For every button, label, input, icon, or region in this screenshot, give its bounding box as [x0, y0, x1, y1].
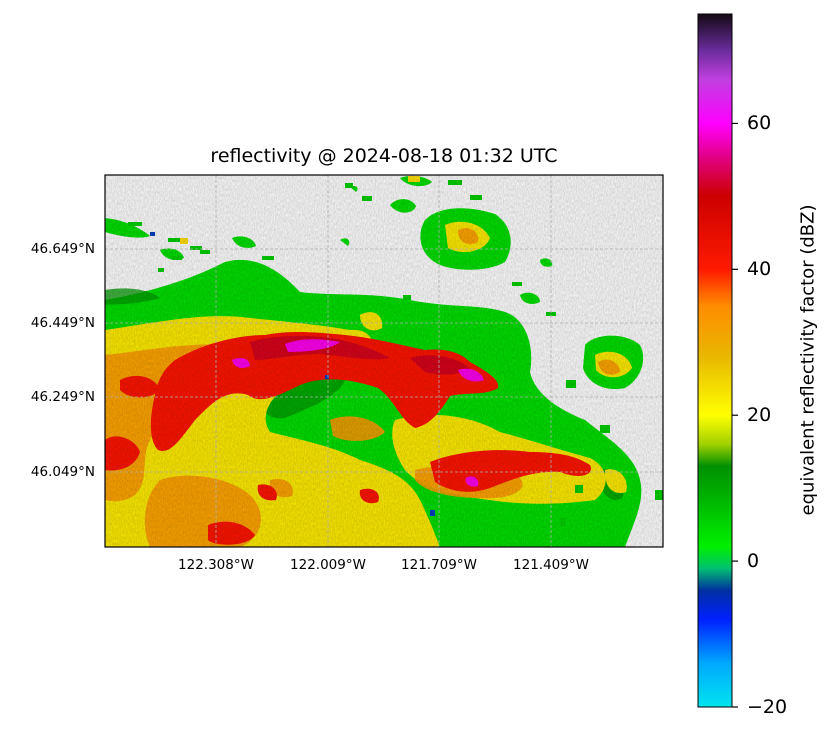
- lat-label: 46.649°N: [30, 241, 95, 257]
- colorbar-label: equivalent reflectivity factor (dBZ): [797, 204, 819, 516]
- colorbar: [697, 13, 738, 708]
- lat-label: 46.049°N: [30, 464, 95, 480]
- lat-label: 46.449°N: [30, 315, 95, 331]
- colorbar-scale: [698, 14, 732, 707]
- lon-label: 121.409°W: [513, 557, 589, 573]
- radar-map[interactable]: [104, 174, 664, 548]
- colorbar-tick-label: 60: [747, 112, 772, 135]
- colorbar-tick-label: 20: [747, 404, 772, 427]
- map-title: reflectivity @ 2024-08-18 01:32 UTC: [210, 145, 558, 167]
- colorbar-ticks: [732, 122, 738, 708]
- lat-label: 46.249°N: [30, 389, 95, 405]
- colorbar-frame: [697, 13, 733, 708]
- reflectivity-field: [105, 175, 663, 547]
- map-gridlines: [105, 175, 663, 547]
- colorbar-tick-label: 40: [747, 258, 772, 281]
- colorbar-tick-label: −20: [747, 696, 788, 718]
- lon-label: 122.308°W: [178, 557, 254, 573]
- lon-label: 122.009°W: [290, 557, 366, 573]
- lon-label: 121.709°W: [401, 557, 477, 573]
- colorbar-tick-label: 0: [747, 550, 760, 573]
- map-frame: [104, 174, 664, 548]
